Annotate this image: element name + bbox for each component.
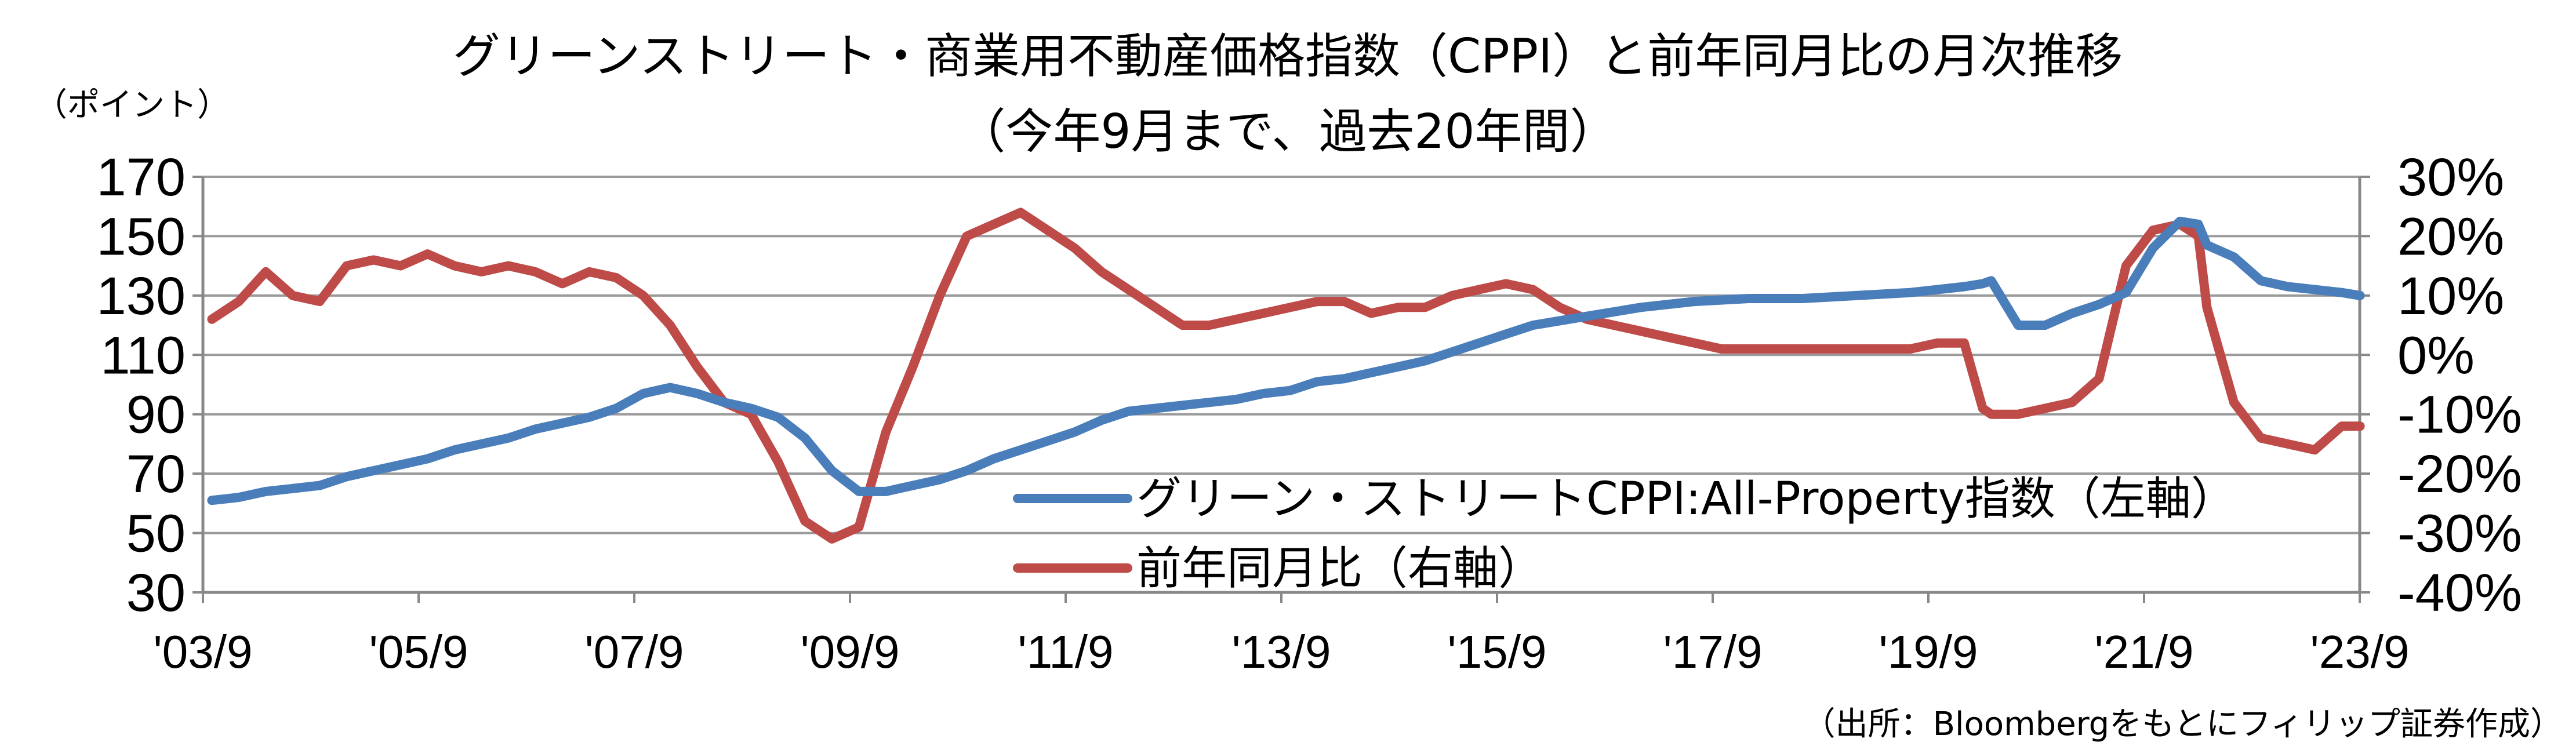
y-left-tick-label: 90 bbox=[126, 385, 186, 445]
grid-layer bbox=[203, 176, 2360, 534]
x-tick-label: '07/9 bbox=[585, 626, 684, 678]
y-right-tick-label: 10% bbox=[2397, 267, 2504, 326]
y-left-tick-label: 170 bbox=[97, 148, 186, 207]
y-right-tick-label: 30% bbox=[2397, 148, 2504, 207]
x-tick-label: '03/9 bbox=[154, 626, 253, 678]
x-tick-label: '05/9 bbox=[369, 626, 468, 678]
series-line-yoy bbox=[207, 208, 2365, 544]
y-right-tick-label: 20% bbox=[2397, 207, 2504, 266]
x-tick-label: '15/9 bbox=[1448, 626, 1547, 678]
chart-title-line2: （今年9月まで、過去20年間） bbox=[958, 104, 1617, 159]
x-tick-label: '09/9 bbox=[801, 626, 900, 678]
x-tick-label: '17/9 bbox=[1663, 626, 1763, 678]
legend-label-yoy: 前年同月比（右軸） bbox=[1136, 543, 1543, 595]
x-tick-label: '13/9 bbox=[1232, 626, 1331, 678]
y-left-tick-label: 70 bbox=[126, 445, 186, 504]
series-layer bbox=[207, 208, 2365, 544]
legend: グリーン・ストリートCPPI:All-Property指数（左軸） 前年同月比（… bbox=[1013, 473, 2236, 595]
legend-label-index: グリーン・ストリートCPPI:All-Property指数（左軸） bbox=[1136, 473, 2236, 525]
y-left-tick-label: 130 bbox=[97, 267, 186, 326]
y-right-tick-label: -20% bbox=[2397, 445, 2522, 504]
x-tick-label: '23/9 bbox=[2310, 626, 2410, 678]
y-left-tick-label: 110 bbox=[100, 326, 186, 385]
y-right-tick-label: -40% bbox=[2397, 563, 2522, 623]
y-right-tick-label: 0% bbox=[2397, 326, 2475, 385]
y-left-unit-label: （ポイント） bbox=[35, 86, 230, 124]
axis-layer: 170 30% 150 20% 130 10% 110 0% 90 -10% 70 -20% 50 -30… bbox=[97, 148, 2522, 678]
series-line-cppi-index bbox=[207, 216, 2365, 505]
source-note: （出所：Bloombergをもとにフィリップ証券作成） bbox=[1803, 705, 2563, 743]
y-right-tick-label: -30% bbox=[2397, 504, 2522, 563]
y-right-tick-label: -10% bbox=[2397, 385, 2522, 445]
y-left-tick-label: 30 bbox=[126, 563, 186, 623]
y-left-tick-label: 50 bbox=[126, 504, 186, 563]
chart-title-line1: グリーンストリート・商業用不動産価格指数（CPPI）と前年同月比の月次推移 bbox=[453, 29, 2123, 84]
y-left-tick-label: 150 bbox=[97, 207, 186, 266]
x-tick-label: '11/9 bbox=[1018, 626, 1113, 678]
x-tick-label: '19/9 bbox=[1879, 626, 1978, 678]
x-tick-label: '21/9 bbox=[2095, 626, 2194, 678]
